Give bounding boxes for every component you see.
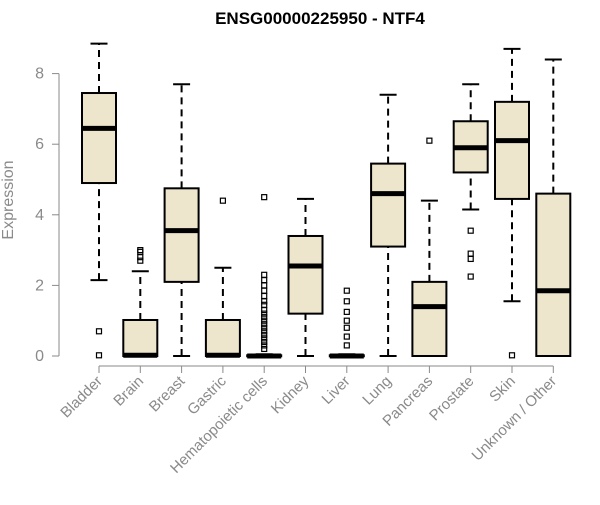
x-tick-label: Lung	[359, 373, 395, 409]
x-tick-label: Prostate	[426, 373, 478, 425]
outlier-point	[261, 342, 268, 349]
outlier-point	[261, 194, 268, 201]
outlier-point	[261, 282, 268, 289]
outlier-point	[261, 271, 268, 278]
outlier-point	[261, 324, 268, 331]
y-tick-label: 4	[35, 207, 44, 224]
y-axis-label: Expression	[0, 160, 17, 239]
outlier-point	[467, 273, 474, 280]
box-group-liver	[328, 287, 365, 359]
outlier-point	[261, 298, 268, 305]
outlier-point	[95, 328, 103, 335]
box-iqr	[163, 187, 200, 283]
outlier-point	[137, 248, 144, 255]
outlier-point	[261, 314, 268, 321]
box-iqr	[287, 234, 324, 315]
box-iqr	[370, 162, 407, 248]
outlier-point	[343, 333, 350, 340]
chart-title: ENSG00000225950 - NTF4	[215, 9, 425, 28]
outlier-point	[261, 345, 268, 353]
y-tick-label: 6	[35, 136, 44, 153]
outlier-point	[343, 324, 350, 331]
outlier-point	[261, 335, 268, 342]
outlier-point	[261, 331, 268, 338]
box-group-hematopoietic-cells	[246, 194, 283, 359]
outlier-point	[467, 227, 474, 234]
outlier-point	[137, 247, 144, 254]
outlier-point	[261, 328, 268, 335]
box-iqr	[204, 318, 241, 357]
outlier-point	[137, 257, 144, 264]
outlier-point	[95, 352, 103, 359]
outlier-point	[343, 342, 350, 349]
outlier-point	[261, 277, 268, 284]
outlier-point	[261, 292, 268, 300]
outlier-point	[343, 298, 350, 305]
outlier-point	[261, 287, 268, 294]
outlier-point	[137, 254, 144, 261]
outlier-point	[426, 137, 433, 144]
x-tick-label: Skin	[486, 373, 519, 406]
outlier-point	[508, 352, 516, 359]
box-group-kidney	[287, 197, 324, 357]
outlier-point	[261, 321, 268, 328]
outlier-point	[261, 301, 268, 308]
box-group-prostate	[452, 83, 489, 280]
box-iqr	[81, 92, 117, 185]
outlier-point	[343, 308, 350, 315]
box-group-gastric	[204, 197, 241, 358]
y-tick-label: 8	[35, 66, 44, 83]
box-group-pancreas	[411, 137, 448, 357]
box-iqr	[494, 100, 530, 200]
box-group-skin	[494, 47, 530, 359]
box-group-breast	[163, 83, 200, 357]
y-tick-label: 0	[35, 348, 44, 365]
x-tick-label: Kidney	[268, 372, 313, 417]
y-tick-label: 2	[35, 277, 44, 294]
x-tick-label: Brain	[110, 373, 147, 410]
box-iqr	[122, 318, 159, 357]
outlier-point	[219, 197, 226, 204]
box-group-bladder	[81, 42, 117, 359]
box-group-brain	[122, 247, 159, 358]
box-group-lung	[370, 93, 407, 357]
boxes-layer	[81, 42, 572, 359]
outlier-point	[343, 317, 350, 324]
x-tick-label: Bladder	[57, 373, 106, 422]
outlier-point	[467, 255, 474, 263]
outlier-point	[261, 338, 268, 345]
box-iqr	[411, 280, 448, 357]
x-tick-label: Breast	[146, 372, 189, 415]
outlier-point	[261, 307, 268, 314]
x-tick-label: Liver	[319, 373, 354, 408]
box-iqr	[535, 192, 572, 357]
outlier-point	[261, 310, 268, 317]
outlier-point	[343, 287, 350, 294]
outlier-point	[467, 250, 474, 257]
outlier-point	[261, 317, 268, 324]
box-group-unknown-other	[535, 58, 572, 357]
